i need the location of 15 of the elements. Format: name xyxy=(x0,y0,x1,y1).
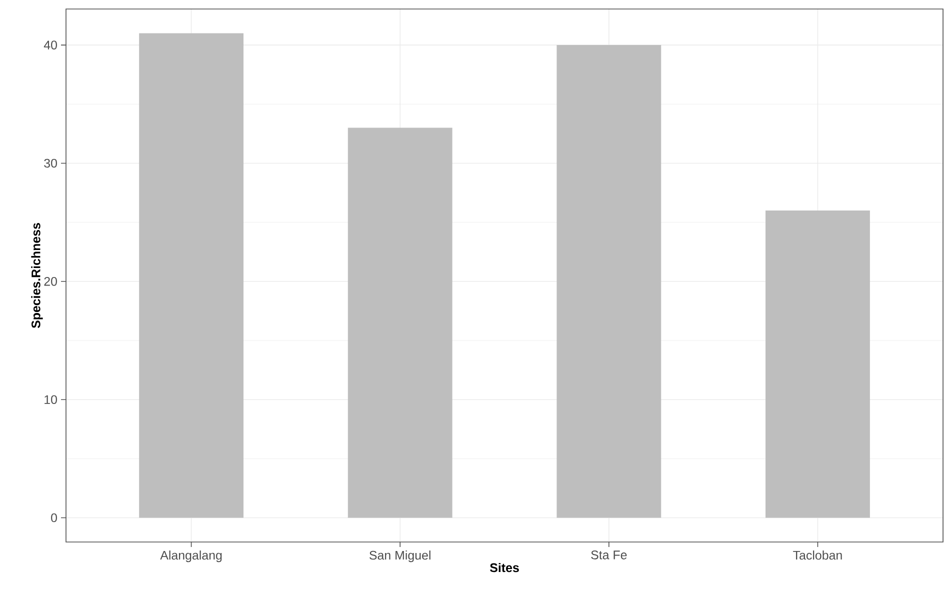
bar xyxy=(766,210,870,518)
y-tick-label: 40 xyxy=(44,40,57,50)
bar xyxy=(556,45,662,518)
x-tick-label: Alangalang xyxy=(160,550,222,562)
y-tick-label: 10 xyxy=(44,395,57,404)
x-axis-title: Sites xyxy=(490,562,519,572)
y-axis-title: Species.Richness xyxy=(31,223,43,328)
y-tick-label: 30 xyxy=(44,158,57,168)
bar xyxy=(139,33,244,518)
x-tick-label: Tacloban xyxy=(793,550,842,560)
y-tick-label: 0 xyxy=(51,513,57,522)
y-tick-label: 20 xyxy=(44,277,57,286)
bar xyxy=(348,128,452,518)
x-tick-label: Sta Fe xyxy=(591,550,627,560)
x-tick-label: San Miguel xyxy=(370,550,430,562)
